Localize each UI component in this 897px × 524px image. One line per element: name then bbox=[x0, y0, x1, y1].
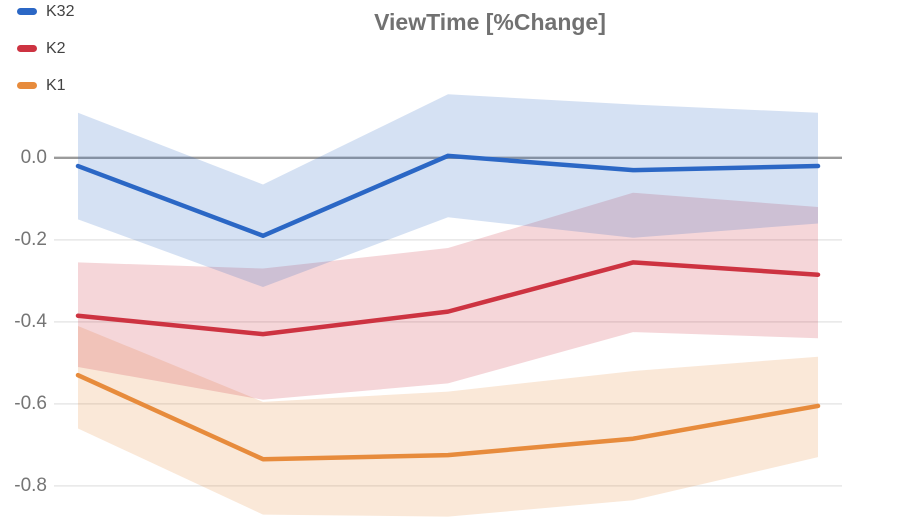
chart-title: ViewTime [%Change] bbox=[374, 9, 606, 35]
legend: K32 K2 K1 bbox=[17, 1, 74, 96]
y-tick-label: 0.0 bbox=[20, 146, 47, 168]
y-tick-label: -0.2 bbox=[14, 228, 47, 250]
y-tick-label: -0.8 bbox=[14, 474, 47, 496]
series-line-K2 bbox=[75, 260, 821, 337]
legend-item-K1[interactable]: K1 bbox=[17, 75, 74, 96]
legend-item-K2[interactable]: K2 bbox=[17, 38, 74, 59]
legend-label: K2 bbox=[46, 40, 66, 57]
series-line-K1 bbox=[75, 372, 821, 462]
y-tick-label: -0.6 bbox=[14, 392, 47, 414]
legend-label: K1 bbox=[46, 77, 66, 94]
confidence-band-K2 bbox=[78, 192, 818, 400]
series-line-K32 bbox=[75, 153, 821, 239]
legend-item-K32[interactable]: K32 bbox=[17, 1, 74, 22]
y-tick-label: -0.4 bbox=[14, 310, 47, 332]
legend-label: K32 bbox=[46, 3, 75, 20]
confidence-band-K32 bbox=[78, 94, 818, 288]
y-axis-tick-labels: 0.0 -0.2 -0.4 -0.6 -0.8 bbox=[0, 0, 47, 524]
legend-swatch-icon bbox=[17, 82, 37, 89]
confidence-band-K1 bbox=[78, 325, 818, 517]
legend-swatch-icon bbox=[17, 8, 37, 15]
legend-swatch-icon bbox=[17, 45, 37, 52]
